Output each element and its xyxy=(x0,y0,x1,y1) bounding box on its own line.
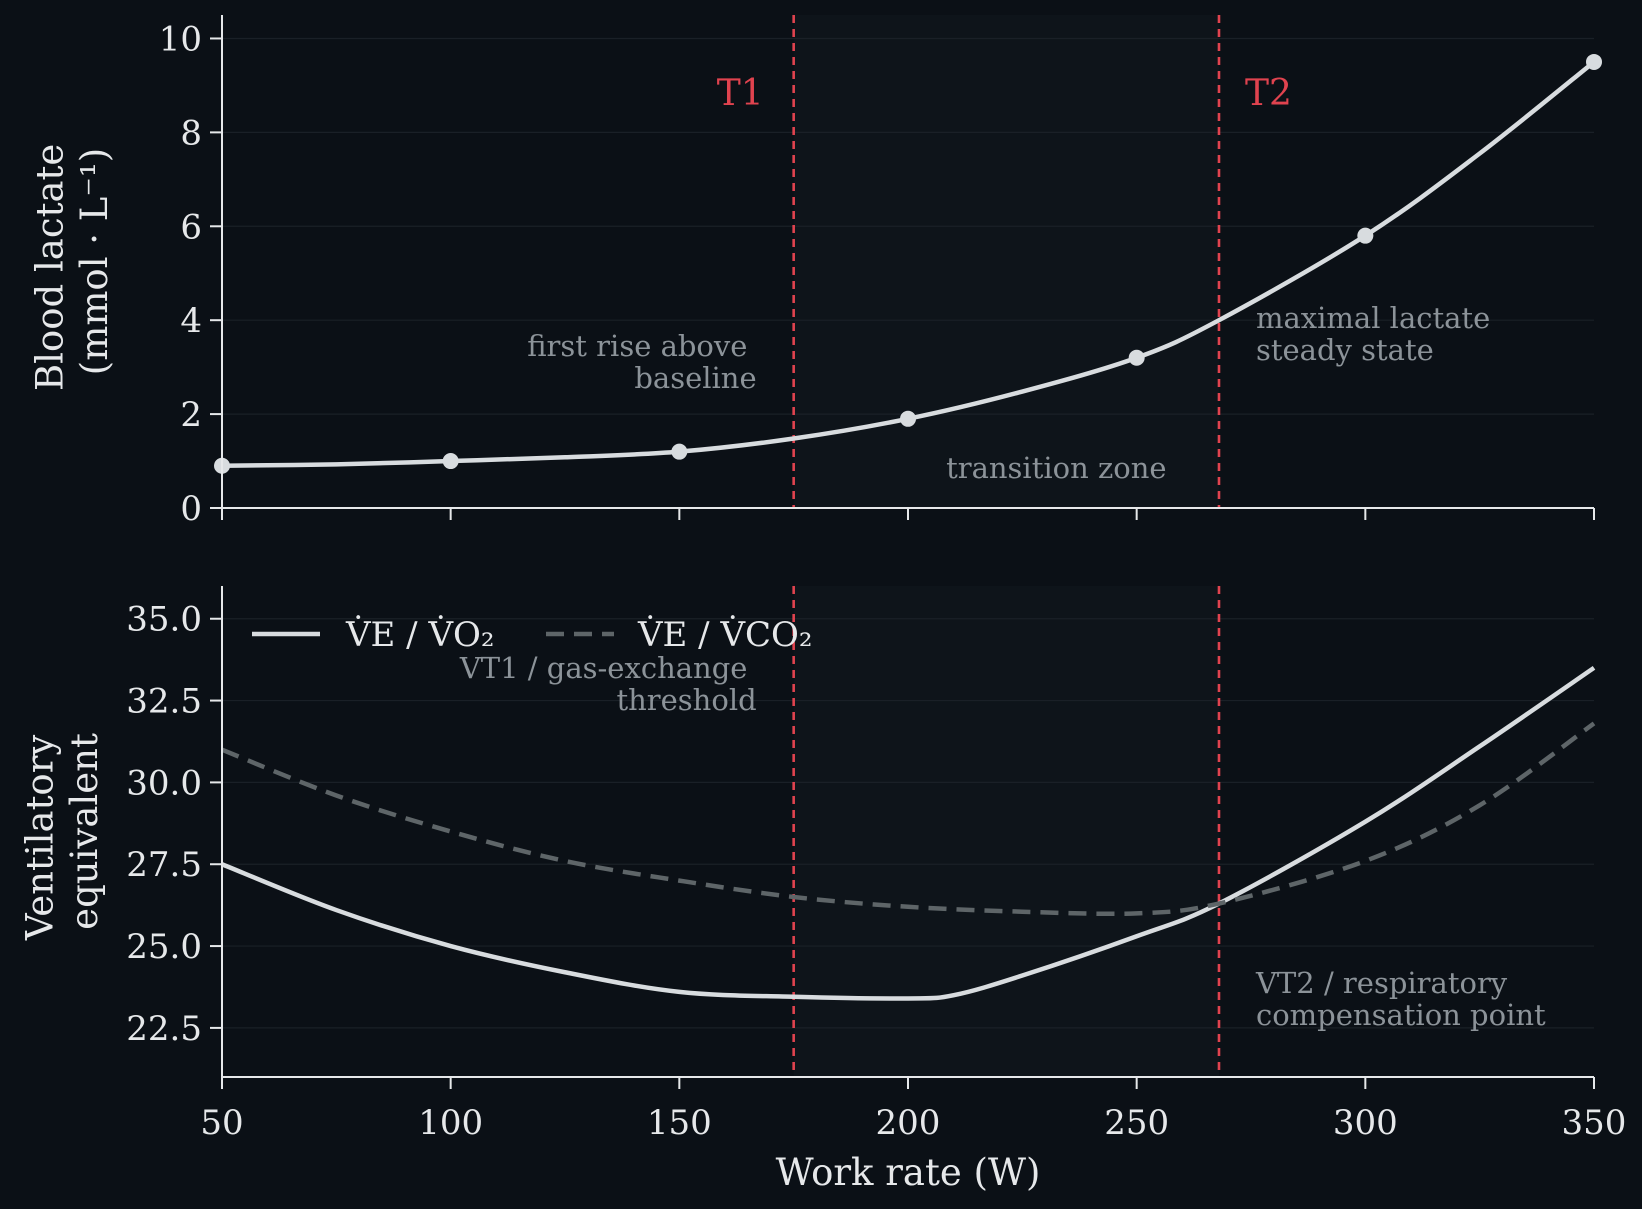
t1-annotation: first rise above baseline xyxy=(527,329,756,395)
x-axis-label: Work rate (W) xyxy=(776,1151,1041,1194)
bot-x-tick-label-4: 250 xyxy=(1104,1103,1169,1143)
lactate-y-ticks: 0 2 4 6 8 10 xyxy=(159,19,222,529)
bot-x-tick-label-2: 150 xyxy=(647,1103,712,1143)
bot-y-tick-label-3: 30.0 xyxy=(126,763,202,803)
bot-y-tick-label-5: 35.0 xyxy=(126,600,202,640)
vt1-annotation: VT1 / gas-exchange threshold xyxy=(459,651,757,717)
lactate-point-6 xyxy=(1586,53,1602,70)
top-y-tick-label-4: 8 xyxy=(180,113,202,153)
ve-vo2-curve xyxy=(221,665,1596,1001)
t2-annotation: maximal lactate steady state xyxy=(1256,301,1499,367)
bot-x-tick-label-1: 100 xyxy=(418,1103,483,1143)
ventilatory-x-ticks: 50 100 150 200 250 300 350 xyxy=(200,1077,1626,1143)
lactate-threshold-lines xyxy=(792,15,1221,508)
ventilatory-y-axis-label: Ventilatory equivalent xyxy=(19,723,106,941)
lactate-point-4 xyxy=(1128,349,1145,366)
top-y-tick-label-0: 0 xyxy=(180,489,202,529)
transition-zone-annotation: transition zone xyxy=(946,451,1167,485)
legend-entry-ve-vco2: V̇E / V̇CO₂ xyxy=(637,615,813,655)
bot-x-tick-label-3: 200 xyxy=(876,1103,941,1143)
ventilatory-zone-band xyxy=(793,586,1219,1077)
vt1-annotation-line-1: VT1 / gas-exchange xyxy=(459,651,748,685)
bot-x-tick-label-0: 50 xyxy=(200,1103,243,1143)
top-y-tick-label-3: 6 xyxy=(180,207,202,247)
lactate-point-1 xyxy=(442,453,459,470)
bot-x-tick-label-6: 350 xyxy=(1562,1103,1627,1143)
top-y-tick-label-2: 4 xyxy=(180,301,202,341)
lactate-y-axis-label-line-1: Blood lactate xyxy=(29,144,72,391)
bot-y-tick-label-0: 22.5 xyxy=(126,1009,202,1049)
t2-threshold-label: T2 xyxy=(1245,73,1292,114)
t1-annotation-line-2: baseline xyxy=(634,361,756,395)
ventilatory-panel: 22.5 25.0 27.5 30.0 32.5 35.0 50 100 150 200 250 3… xyxy=(19,586,1626,1194)
transition-zone-band xyxy=(793,15,1219,508)
lactate-y-axis-label-line-2: (mmol · L⁻¹) xyxy=(73,148,116,375)
vt2-annotation-line-2: compensation point xyxy=(1256,998,1546,1032)
legend: V̇E / V̇O₂ V̇E / V̇CO₂ xyxy=(252,615,813,655)
lactate-point-2 xyxy=(671,443,688,460)
t2-annotation-line-2: steady state xyxy=(1256,333,1434,367)
vt1-annotation-line-2: threshold xyxy=(616,683,756,717)
lactate-y-axis-label: Blood lactate (mmol · L⁻¹) xyxy=(29,132,116,391)
bot-y-tick-label-1: 25.0 xyxy=(126,927,202,967)
lactate-point-3 xyxy=(900,410,916,427)
lactate-point-5 xyxy=(1357,227,1374,244)
lactate-x-ticks xyxy=(221,508,1595,520)
vt2-annotation: VT2 / respiratory compensation point xyxy=(1255,966,1546,1032)
t2-annotation-line-1: maximal lactate xyxy=(1256,301,1490,335)
ventilatory-y-axis-label-line-2: equivalent xyxy=(63,733,106,930)
vt2-annotation-line-1: VT2 / respiratory xyxy=(1255,966,1508,1000)
t1-threshold-label: T1 xyxy=(717,73,764,114)
bot-y-tick-label-2: 27.5 xyxy=(126,845,202,885)
ventilatory-y-ticks: 22.5 25.0 27.5 30.0 32.5 35.0 xyxy=(126,600,222,1049)
t1-annotation-line-1: first rise above xyxy=(527,329,747,363)
top-y-tick-label-5: 10 xyxy=(159,19,202,59)
top-y-tick-label-1: 2 xyxy=(180,395,202,435)
legend-entry-ve-vo2: V̇E / V̇O₂ xyxy=(345,615,495,655)
ve-vco2-curve xyxy=(221,721,1596,917)
bot-y-tick-label-4: 32.5 xyxy=(126,682,202,722)
bot-x-tick-label-5: 300 xyxy=(1333,1103,1398,1143)
ventilatory-y-axis-label-line-1: Ventilatory xyxy=(19,735,62,941)
lactate-panel: 0 2 4 6 8 10 Blood lactate (mmol · L⁻¹) T1 T2… xyxy=(29,15,1602,529)
